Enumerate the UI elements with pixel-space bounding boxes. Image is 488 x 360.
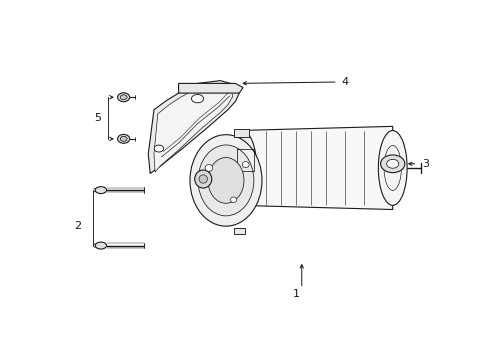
FancyBboxPatch shape xyxy=(233,129,248,138)
Ellipse shape xyxy=(117,93,129,102)
Text: 2: 2 xyxy=(75,221,81,231)
Ellipse shape xyxy=(198,145,253,216)
Text: 1: 1 xyxy=(292,289,299,299)
Ellipse shape xyxy=(378,131,407,205)
Ellipse shape xyxy=(191,94,203,103)
Ellipse shape xyxy=(95,186,106,194)
Text: 4: 4 xyxy=(341,77,348,87)
Polygon shape xyxy=(238,126,392,210)
Polygon shape xyxy=(148,81,239,174)
Ellipse shape xyxy=(227,131,256,205)
Ellipse shape xyxy=(242,162,248,168)
FancyBboxPatch shape xyxy=(233,228,244,234)
Ellipse shape xyxy=(207,158,244,203)
Ellipse shape xyxy=(95,242,106,249)
Polygon shape xyxy=(178,84,243,93)
Ellipse shape xyxy=(230,197,236,203)
Ellipse shape xyxy=(194,170,211,188)
Text: 5: 5 xyxy=(94,113,101,123)
Ellipse shape xyxy=(154,145,163,152)
Ellipse shape xyxy=(199,175,207,183)
Ellipse shape xyxy=(205,165,212,171)
Ellipse shape xyxy=(120,95,127,100)
Ellipse shape xyxy=(117,134,129,143)
Ellipse shape xyxy=(120,136,127,141)
Ellipse shape xyxy=(386,159,398,168)
Text: 3: 3 xyxy=(421,159,428,169)
Ellipse shape xyxy=(189,135,262,226)
Ellipse shape xyxy=(380,155,404,173)
Polygon shape xyxy=(154,85,232,172)
